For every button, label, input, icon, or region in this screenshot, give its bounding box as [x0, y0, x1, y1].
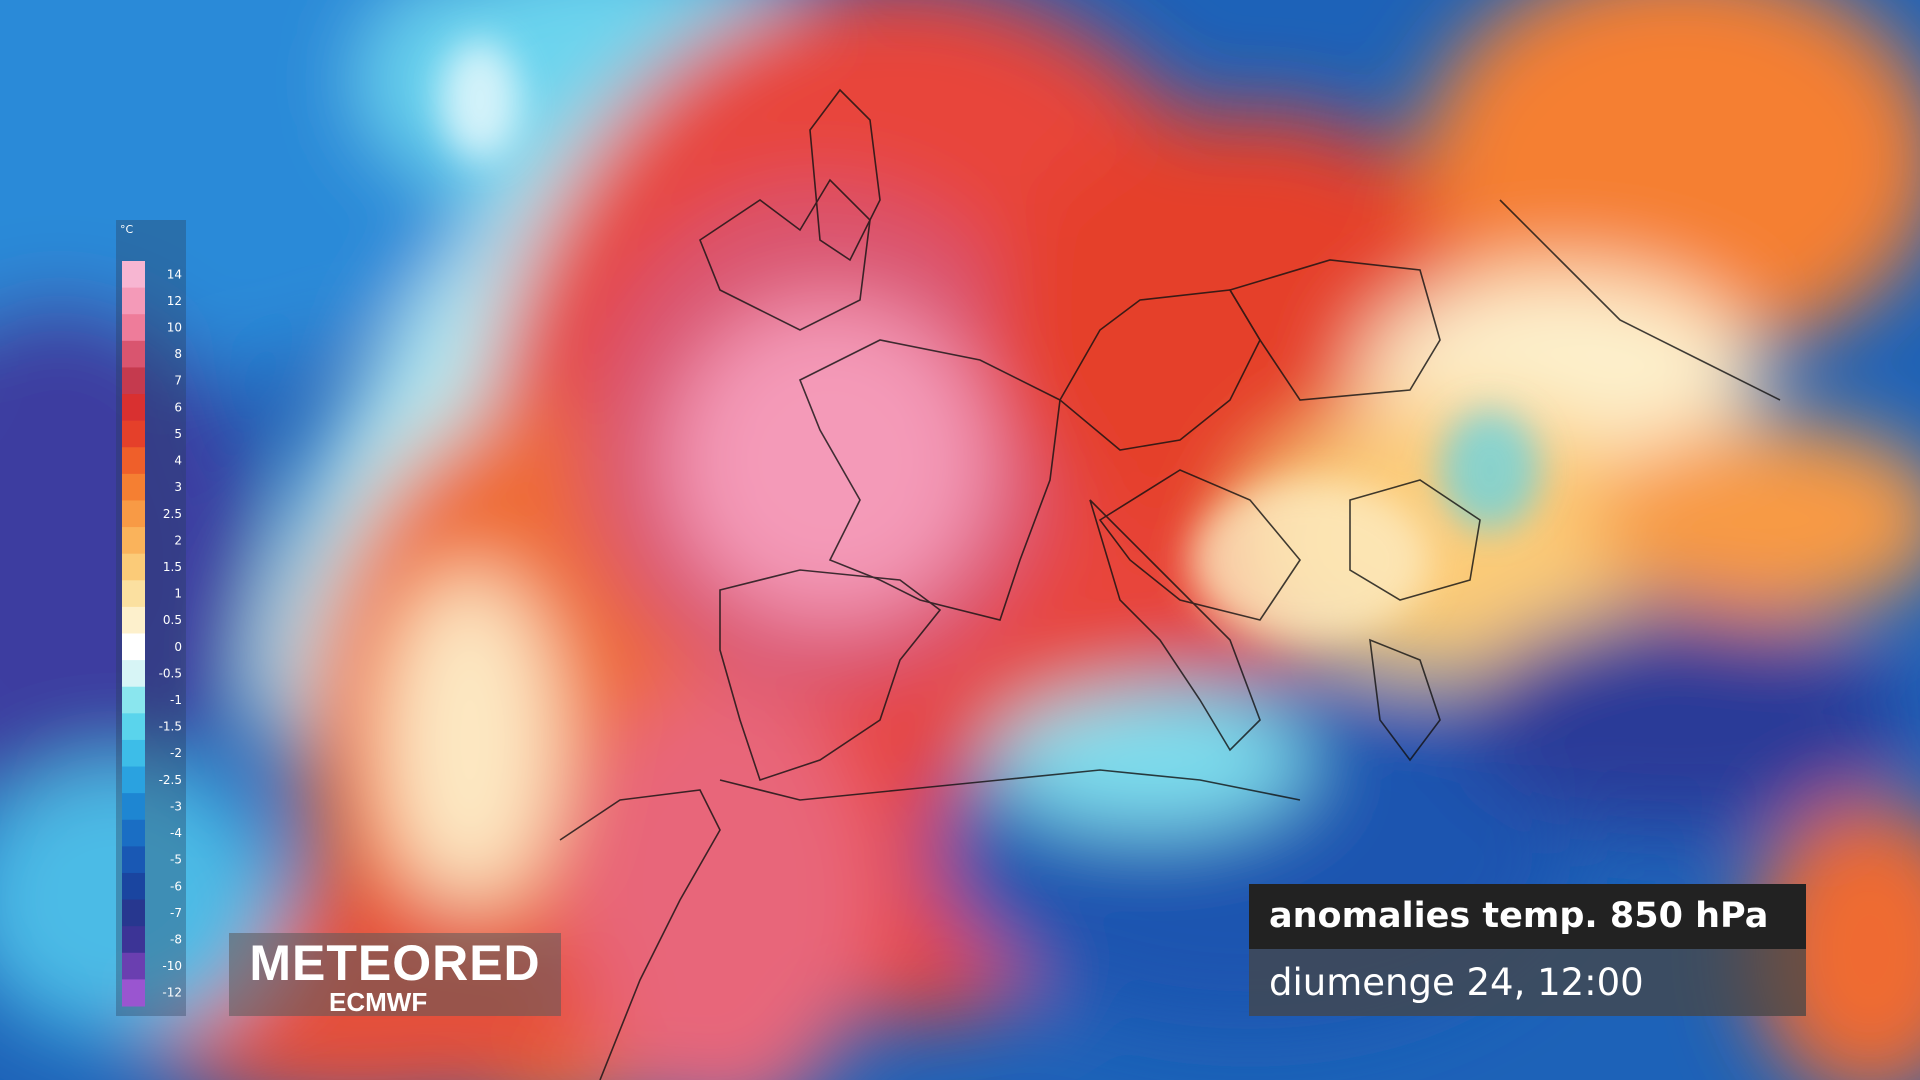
legend-swatch [122, 686, 145, 714]
legend-swatch [122, 739, 145, 768]
legend-swatch [122, 287, 145, 315]
legend-swatch [122, 819, 145, 847]
legend-swatch [122, 766, 145, 794]
legend-label: 10 [167, 321, 182, 335]
legend-unit: °C [120, 223, 134, 236]
legend-swatch [122, 979, 145, 1007]
legend-label: 14 [167, 267, 182, 281]
legend-label: 5 [174, 427, 182, 441]
legend-swatch [122, 926, 145, 954]
legend-scale: °C 14 12 10 8 7 6 5 4 3 2.5 2 1.5 1 0.5 0 -0.5 -1 -1.5 -2 -… [120, 223, 182, 1007]
caption: anomalies temp. 850 hPa diumenge 24, 12:… [1249, 884, 1806, 1016]
legend-swatch [122, 394, 145, 422]
legend-label: 0.5 [163, 613, 182, 627]
legend-swatch [122, 952, 145, 980]
legend-swatch [122, 713, 145, 741]
legend-label: 8 [174, 347, 182, 361]
legend-swatch [122, 553, 145, 581]
legend-label: -2 [170, 746, 182, 760]
legend-label: 7 [174, 374, 182, 388]
brand-name: METEORED [249, 935, 541, 991]
legend-swatch [122, 793, 145, 821]
legend-label: -8 [170, 932, 182, 946]
legend-label: -1 [170, 693, 182, 707]
legend-label: 2.5 [163, 507, 182, 521]
legend-swatch [122, 899, 145, 927]
legend-swatch [122, 660, 145, 688]
legend-label: -12 [162, 986, 182, 1000]
legend-swatch [122, 846, 145, 874]
legend-swatch [122, 633, 145, 661]
legend-label: 3 [174, 480, 182, 494]
legend-label: -0.5 [159, 666, 182, 680]
legend-label: -3 [170, 799, 182, 813]
color-legend: °C 14 12 10 8 7 6 5 4 3 2.5 2 1.5 1 0.5 0 -0.5 -1 -1.5 -2 -… [116, 220, 186, 1016]
legend-swatch [122, 340, 145, 368]
legend-swatch [122, 580, 145, 608]
legend-label: 4 [174, 454, 182, 468]
legend-label: 1 [174, 587, 182, 601]
legend-label: -7 [170, 906, 182, 920]
legend-label: -2.5 [159, 773, 182, 787]
legend-label: 6 [174, 400, 182, 414]
legend-swatch [122, 420, 145, 448]
legend-label: 12 [167, 294, 182, 308]
legend-swatch [122, 872, 145, 901]
legend-label: -6 [170, 879, 182, 893]
legend-swatch [122, 606, 145, 634]
legend-label: 1.5 [163, 560, 182, 574]
map-title: anomalies temp. 850 hPa [1249, 884, 1806, 949]
data-source: ECMWF [329, 987, 428, 1017]
legend-swatch [122, 367, 145, 395]
legend-label: 0 [174, 640, 182, 654]
legend-label: -1.5 [159, 720, 182, 734]
logo: METEORED ECMWF [229, 933, 561, 1016]
legend-label: -4 [170, 826, 182, 840]
legend-swatch [122, 447, 145, 475]
legend-label: -10 [162, 959, 182, 973]
legend-swatch [122, 314, 145, 342]
legend-label: -5 [170, 853, 182, 867]
legend-swatch [122, 473, 145, 501]
legend-swatch [122, 527, 145, 555]
legend-label: 2 [174, 533, 182, 547]
legend-swatch [122, 500, 145, 528]
legend-swatch [122, 261, 145, 289]
map-date: diumenge 24, 12:00 [1249, 949, 1806, 1016]
